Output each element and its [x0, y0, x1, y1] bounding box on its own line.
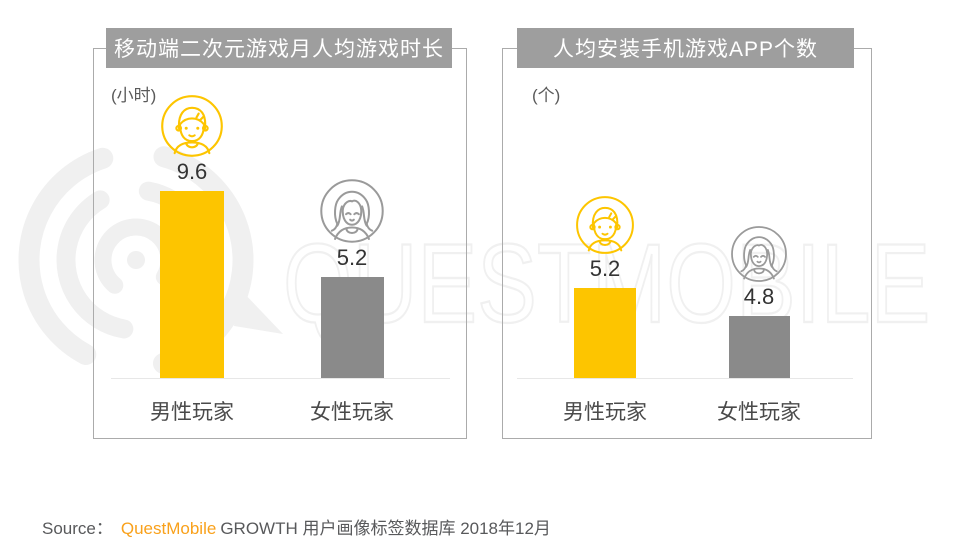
bar-group-male: 5.2 [540, 195, 670, 378]
chart-panel-game-time: (小时) 9.6 [93, 48, 467, 439]
unit-label: (小时) [111, 86, 157, 105]
category-label-male: 男性玩家 [150, 401, 234, 424]
unit-label: (个) [532, 86, 561, 105]
chart-title-game-time: 移动端二次元游戏月人均游戏时长 [106, 28, 452, 68]
axis-baseline [517, 378, 853, 379]
female-player-icon [731, 226, 787, 282]
bar-male [574, 288, 636, 378]
axis-baseline [111, 378, 450, 379]
bar-male [160, 191, 224, 378]
bar-group-female: 4.8 [694, 225, 824, 378]
bar-female [728, 316, 790, 378]
value-label-female: 4.8 [743, 284, 775, 309]
bar-group-male: 9.6 [127, 94, 257, 378]
source-suffix: GROWTH 用户画像标签数据库 2018年12月 [220, 519, 551, 538]
source-prefix: Source： [42, 519, 113, 538]
female-player-icon [320, 179, 384, 243]
value-label-male: 9.6 [176, 159, 208, 184]
category-label-female: 女性玩家 [717, 401, 801, 424]
source-brand: QuestMobile [120, 519, 217, 538]
male-player-icon [576, 196, 634, 254]
bar-group-female: 5.2 [287, 178, 417, 378]
category-label-male: 男性玩家 [563, 401, 647, 424]
male-player-icon [161, 95, 223, 157]
value-label-female: 5.2 [336, 245, 368, 270]
source-line: Source： QuestMobile GROWTH 用户画像标签数据库 201… [42, 514, 551, 539]
chart-panel-app-count: (个) 5.2 [502, 48, 872, 439]
chart-title-app-count: 人均安装手机游戏APP个数 [517, 28, 854, 68]
category-label-female: 女性玩家 [310, 401, 394, 424]
value-label-male: 5.2 [589, 256, 621, 281]
bar-female [320, 277, 384, 378]
